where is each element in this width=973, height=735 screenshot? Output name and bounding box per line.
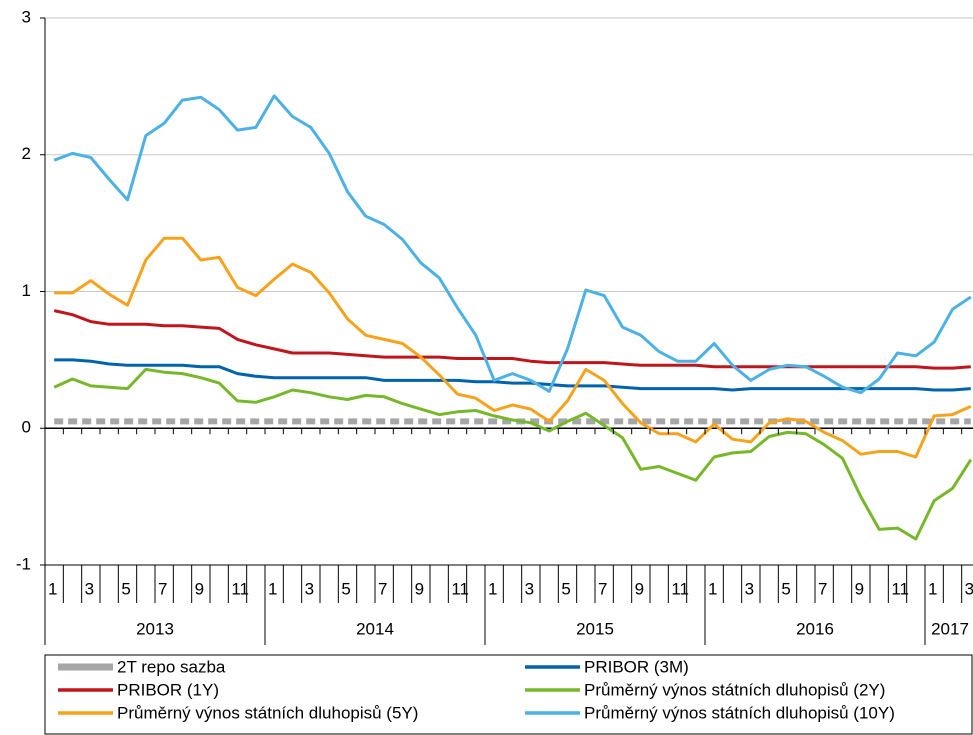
x-tick-label: 3 [965,579,973,598]
x-tick-label: 11 [671,579,689,598]
x-tick-label: 1 [708,579,717,598]
x-tick-label: 5 [561,579,570,598]
x-tick-label: 5 [121,579,130,598]
x-tick-label: 3 [85,579,94,598]
year-label: 2013 [136,619,174,638]
y-tick-label: 1 [22,281,31,300]
x-tick-label: 9 [635,579,644,598]
legend-label: PRIBOR (3M) [584,657,689,676]
x-tick-label: 9 [855,579,864,598]
x-tick-label: 11 [231,579,249,598]
x-tick-label: 11 [891,579,909,598]
x-tick-label: 3 [745,579,754,598]
legend-label: 2T repo sazba [117,657,226,676]
legend-label: Průměrný výnos státních dluhopisů (5Y) [117,703,418,722]
series-line [54,358,971,392]
legend-label: PRIBOR (1Y) [117,680,219,699]
x-tick-label: 7 [378,579,387,598]
year-label: 2017 [931,619,969,638]
legend-label: Průměrný výnos státních dluhopisů (2Y) [584,680,885,699]
series-line [53,309,971,370]
x-tick-label: 5 [781,579,790,598]
x-tick-label: 7 [158,579,167,598]
legend-box [44,654,973,735]
x-tick-label: 3 [305,579,314,598]
x-tick-label: 9 [195,579,204,598]
x-tick-label: 3 [525,579,534,598]
year-label: 2016 [796,619,834,638]
y-tick-label: 0 [22,418,31,437]
x-tick-label: 7 [598,579,607,598]
x-tick-label: 1 [268,579,277,598]
series-line [54,236,972,459]
x-tick-label: 11 [451,579,469,598]
year-label: 2014 [356,619,394,638]
y-tick-label: -1 [16,554,31,573]
x-tick-label: 7 [818,579,827,598]
legend-label: Průměrný výnos státních dluhopisů (10Y) [584,703,895,722]
x-tick-label: 5 [341,579,350,598]
x-tick-label: 9 [415,579,424,598]
series-line [53,94,972,395]
y-tick-label: 2 [22,144,31,163]
x-tick-label: 1 [928,579,937,598]
year-label: 2015 [576,619,614,638]
series-line [53,367,973,541]
y-tick-label: 3 [22,7,31,26]
x-tick-label: 1 [48,579,57,598]
x-tick-label: 1 [488,579,497,598]
